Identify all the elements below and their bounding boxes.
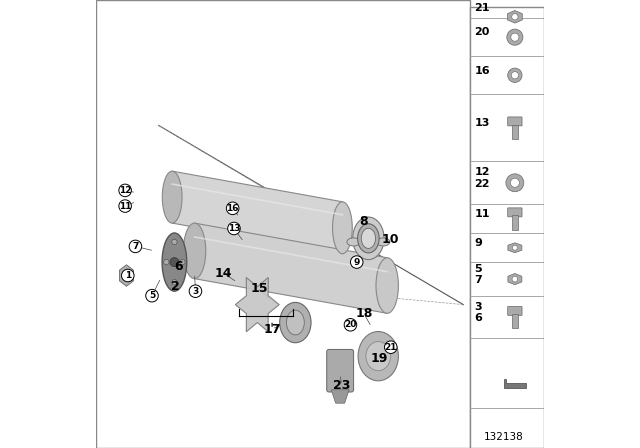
Circle shape [170, 258, 179, 267]
Text: 11: 11 [119, 202, 131, 211]
Text: 6: 6 [175, 260, 183, 273]
Circle shape [513, 246, 517, 250]
Text: 12: 12 [119, 186, 131, 195]
Ellipse shape [358, 224, 379, 253]
Bar [512, 215, 518, 230]
Ellipse shape [376, 238, 390, 246]
Ellipse shape [353, 217, 384, 260]
Circle shape [164, 259, 169, 265]
Ellipse shape [280, 302, 311, 343]
Bar [512, 125, 518, 139]
Circle shape [119, 200, 131, 212]
Text: 13: 13 [475, 118, 490, 128]
Text: 16: 16 [475, 65, 490, 76]
Circle shape [129, 240, 141, 253]
Text: 23: 23 [333, 379, 350, 392]
Text: 1: 1 [125, 271, 131, 280]
Bar [512, 314, 518, 328]
Text: 2: 2 [172, 280, 180, 293]
Circle shape [511, 178, 520, 187]
Ellipse shape [347, 238, 360, 246]
Bar [96, 0, 470, 448]
Text: 12
22: 12 22 [475, 167, 490, 189]
Text: 8: 8 [359, 215, 368, 228]
Ellipse shape [162, 233, 187, 291]
Circle shape [512, 276, 518, 282]
Circle shape [189, 285, 202, 297]
Text: 13: 13 [228, 224, 240, 233]
Text: 3
6: 3 6 [475, 302, 483, 323]
Text: 5: 5 [149, 291, 155, 300]
Circle shape [180, 259, 185, 265]
FancyBboxPatch shape [508, 306, 522, 315]
Polygon shape [172, 171, 342, 254]
Circle shape [344, 319, 356, 331]
Text: 21: 21 [475, 3, 490, 13]
FancyBboxPatch shape [508, 117, 522, 126]
Circle shape [385, 341, 397, 353]
Ellipse shape [287, 310, 305, 335]
Circle shape [172, 239, 177, 245]
Text: 7: 7 [132, 242, 139, 251]
Bar [470, 7, 544, 448]
Circle shape [146, 289, 158, 302]
Circle shape [172, 280, 177, 285]
Ellipse shape [184, 223, 206, 279]
Circle shape [508, 68, 522, 82]
Polygon shape [332, 390, 349, 403]
Circle shape [511, 33, 519, 41]
Ellipse shape [163, 171, 182, 223]
Text: 18: 18 [355, 307, 372, 320]
Text: 21: 21 [385, 343, 397, 352]
Text: 5
7: 5 7 [475, 263, 483, 285]
Text: 9: 9 [475, 238, 483, 248]
Text: 20: 20 [475, 27, 490, 38]
Polygon shape [508, 243, 522, 253]
Circle shape [512, 13, 518, 20]
Polygon shape [120, 265, 134, 286]
Circle shape [227, 202, 239, 215]
Ellipse shape [358, 332, 399, 381]
FancyBboxPatch shape [327, 349, 354, 392]
Circle shape [351, 256, 363, 268]
Polygon shape [504, 379, 526, 388]
Polygon shape [195, 223, 387, 313]
Polygon shape [236, 277, 279, 332]
Circle shape [122, 269, 134, 282]
Text: 20: 20 [344, 320, 356, 329]
Ellipse shape [361, 228, 376, 248]
Polygon shape [508, 10, 522, 23]
Text: 11: 11 [475, 209, 490, 219]
Text: 9: 9 [353, 258, 360, 267]
Circle shape [507, 29, 523, 45]
Text: 132138: 132138 [484, 432, 524, 442]
Text: 19: 19 [371, 352, 388, 365]
Text: 10: 10 [382, 233, 399, 246]
Polygon shape [508, 273, 522, 285]
Circle shape [506, 174, 524, 192]
Circle shape [228, 222, 240, 235]
Circle shape [511, 72, 518, 79]
Ellipse shape [333, 202, 352, 254]
Text: 15: 15 [251, 282, 268, 296]
Text: 14: 14 [215, 267, 232, 280]
Text: 16: 16 [227, 204, 239, 213]
Text: 17: 17 [263, 323, 281, 336]
Text: 3: 3 [193, 287, 198, 296]
Ellipse shape [376, 258, 398, 313]
Circle shape [119, 184, 131, 197]
Ellipse shape [366, 342, 390, 371]
FancyBboxPatch shape [508, 208, 522, 217]
